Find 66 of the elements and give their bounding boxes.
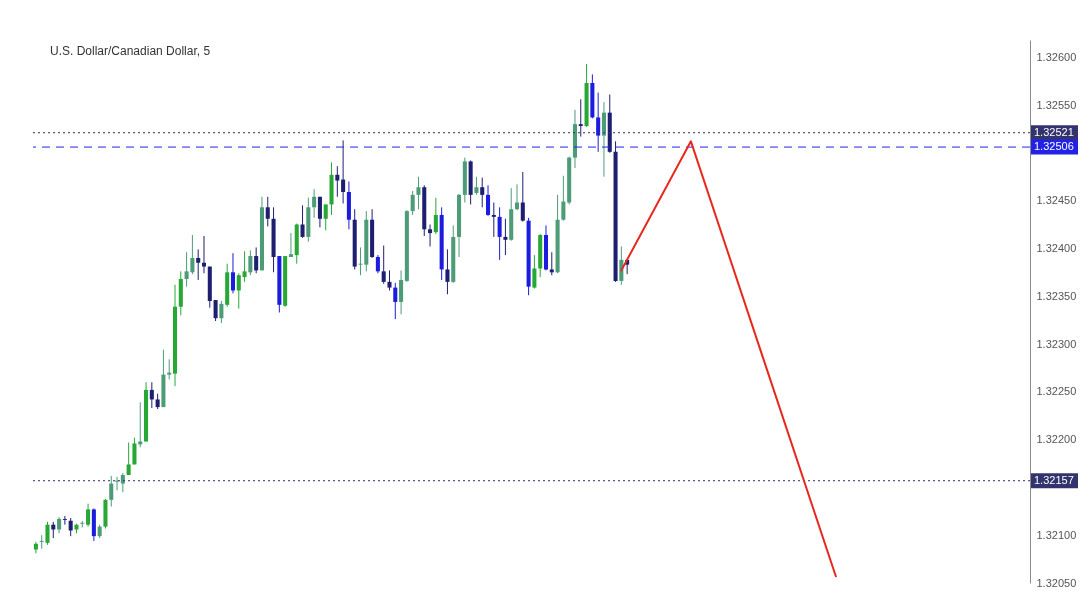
y-tick-label: 1.32300 [1036,337,1077,350]
candlestick [480,177,485,208]
candlestick [520,171,525,223]
candlestick [39,534,44,550]
candlestick [248,249,253,276]
ref-line-label: 1.32506 [1034,140,1074,153]
candlestick [45,521,50,546]
y-tick-label: 1.32200 [1036,433,1077,446]
candlestick [428,224,433,247]
candlestick [312,188,317,219]
candlestick [497,206,502,261]
candlestick [399,269,404,315]
candlestick [219,300,224,324]
y-tick-label: 1.32350 [1036,289,1077,302]
y-tick-label: 1.32050 [1036,576,1077,589]
candlestick [549,251,554,276]
candlestick [503,218,508,256]
candlestick [474,176,479,196]
candlestick [201,235,207,274]
candlestick [115,476,120,491]
candlestick [335,165,340,198]
candlestick [381,245,386,285]
candlestick [445,248,450,295]
candlestick [341,139,346,204]
candlestick [433,197,438,235]
candlestick [601,101,606,178]
ref-line-label: 1.32157 [1034,473,1074,486]
candlestick [532,254,537,290]
candlestick [596,92,601,153]
candlestick [265,196,270,227]
candlestick [120,472,125,493]
candlestick [561,175,566,222]
candlestick [149,381,154,409]
candlestick [387,269,392,291]
candlestick [578,98,583,138]
y-tick-label: 1.32600 [1036,50,1077,63]
candlestick [317,196,322,228]
candlestick [126,441,131,476]
candlestick [167,358,172,380]
candlestick [33,541,38,554]
candlestick [491,202,496,238]
candlestick [68,517,73,537]
candlestick [242,250,247,283]
y-tick-label: 1.32250 [1036,385,1077,398]
candlestick [62,515,67,526]
candlestick [375,254,380,274]
candlestick [109,475,114,508]
candlestick [236,272,241,310]
y-tick-label: 1.32450 [1036,194,1077,207]
candlestick [393,282,398,320]
candlestick [410,190,415,216]
candlestick [213,299,218,322]
ref-line-label: 1.32521 [1034,125,1074,138]
y-tick-label: 1.32400 [1036,241,1077,254]
chart-title: U.S. Dollar/Canadian Dollar, 5 [50,44,211,58]
candlestick [196,248,201,281]
candlestick [486,184,491,217]
candlestick [230,252,236,294]
candlestick [86,503,91,528]
candlestick [416,176,421,210]
candlestick [132,437,137,465]
candlestick [323,203,328,231]
candlestick [300,204,305,239]
candlestick [254,246,259,274]
y-tick-label: 1.32550 [1036,98,1077,111]
y-tick-label: 1.32100 [1036,528,1077,541]
